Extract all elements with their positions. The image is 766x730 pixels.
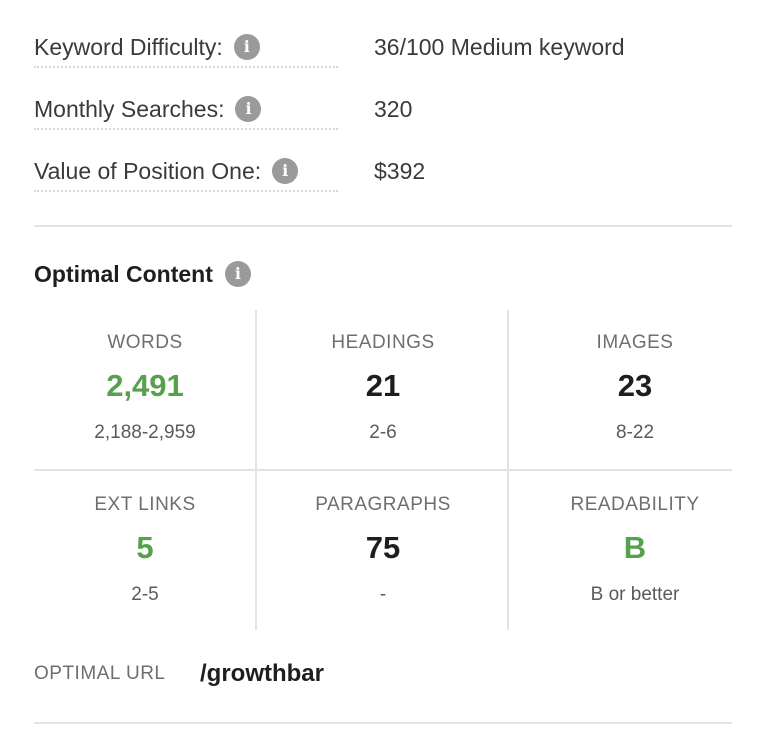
metric-row-keyword-difficulty: Keyword Difficulty: i 36/100 Medium keyw… bbox=[34, 28, 732, 68]
optimal-content-grid: WORDS 2,491 2,188-2,959 HEADINGS 21 2-6 … bbox=[34, 310, 732, 630]
stat-range: 8-22 bbox=[615, 422, 655, 443]
bottom-divider bbox=[34, 722, 732, 724]
stat-range: 2-6 bbox=[369, 422, 397, 443]
stat-range: B or better bbox=[590, 584, 680, 605]
section-divider bbox=[34, 225, 732, 227]
stat-label: IMAGES bbox=[596, 332, 674, 353]
stat-value: 2,491 bbox=[106, 368, 184, 403]
optimal-url-label: OPTIMAL URL bbox=[34, 663, 166, 684]
metric-value: 36/100 Medium keyword bbox=[374, 33, 625, 60]
stat-label: READABILITY bbox=[570, 494, 700, 515]
info-icon[interactable]: i bbox=[272, 158, 299, 184]
stat-value: 75 bbox=[365, 530, 401, 565]
metric-label-box: Value of Position One: i bbox=[34, 152, 338, 192]
metric-value: $392 bbox=[374, 157, 426, 184]
section-title-text: Optimal Content bbox=[34, 260, 213, 287]
stat-range: 2-5 bbox=[131, 584, 159, 605]
stat-cell-words: WORDS 2,491 2,188-2,959 bbox=[34, 310, 256, 470]
info-icon[interactable]: i bbox=[233, 34, 260, 60]
stat-range: - bbox=[379, 584, 387, 605]
stat-cell-paragraphs: PARAGRAPHS 75 - bbox=[272, 472, 494, 632]
optimal-url-row: OPTIMAL URL /growthbar bbox=[34, 656, 324, 692]
optimal-content-title: Optimal Content i bbox=[34, 256, 251, 292]
stat-cell-readability: READABILITY B B or better bbox=[524, 472, 746, 632]
stat-value: B bbox=[623, 530, 647, 565]
stat-label: PARAGRAPHS bbox=[315, 494, 451, 515]
metric-label: Monthly Searches: bbox=[34, 95, 225, 122]
stat-value: 23 bbox=[617, 368, 653, 403]
stat-range: 2,188-2,959 bbox=[94, 422, 196, 443]
stat-cell-ext-links: EXT LINKS 5 2-5 bbox=[34, 472, 256, 632]
stat-label: WORDS bbox=[107, 332, 183, 353]
stat-cell-images: IMAGES 23 8-22 bbox=[524, 310, 746, 470]
stat-label: EXT LINKS bbox=[94, 494, 196, 515]
optimal-url-value: /growthbar bbox=[200, 660, 324, 687]
stat-label: HEADINGS bbox=[331, 332, 435, 353]
stat-value: 21 bbox=[365, 368, 401, 403]
metric-value: 320 bbox=[374, 95, 413, 122]
metric-label-box: Keyword Difficulty: i bbox=[34, 28, 338, 68]
grid-divider-horizontal bbox=[34, 469, 732, 471]
info-icon[interactable]: i bbox=[224, 261, 251, 287]
metric-row-position-one-value: Value of Position One: i $392 bbox=[34, 152, 732, 192]
metric-label: Keyword Difficulty: bbox=[34, 33, 223, 60]
info-icon[interactable]: i bbox=[235, 96, 262, 122]
metric-row-monthly-searches: Monthly Searches: i 320 bbox=[34, 90, 732, 130]
stat-cell-headings: HEADINGS 21 2-6 bbox=[272, 310, 494, 470]
stat-value: 5 bbox=[136, 530, 154, 565]
metric-label-box: Monthly Searches: i bbox=[34, 90, 338, 130]
metric-label: Value of Position One: bbox=[34, 157, 262, 184]
